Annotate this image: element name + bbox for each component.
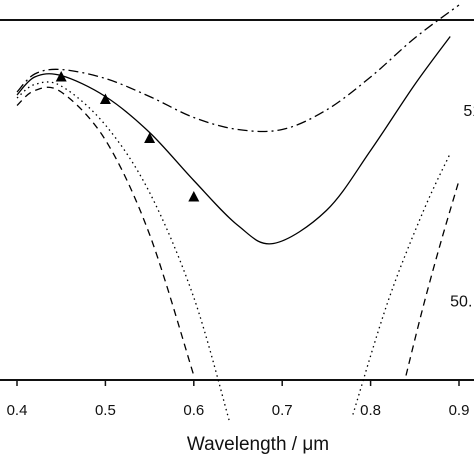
curve-labels-group: 535150. xyxy=(450,103,474,311)
x-tick-label: 0.5 xyxy=(95,402,116,419)
series-line-51-b xyxy=(352,153,451,415)
markers-group xyxy=(55,71,200,202)
x-tick-label: 0.8 xyxy=(360,402,381,419)
data-point-triangle xyxy=(99,93,111,104)
curve-label: 51 xyxy=(463,103,474,120)
x-axis-title: Wavelength / μm xyxy=(187,434,329,455)
curves-group xyxy=(16,4,460,421)
x-tick-label: 0.7 xyxy=(272,402,293,419)
data-point-triangle xyxy=(55,71,67,82)
x-ticks-group: 0.4 0.5 0.6 0.7 0.8 0.9 xyxy=(7,380,470,419)
data-point-triangle xyxy=(144,132,156,143)
curve-label: 50. xyxy=(450,294,472,311)
data-point-triangle xyxy=(188,191,200,202)
x-tick-label: 0.9 xyxy=(449,402,470,419)
series-line-50-a xyxy=(16,86,195,376)
series-line-51-a xyxy=(16,81,230,421)
series-line-solid xyxy=(16,36,451,245)
series-line-53 xyxy=(16,4,460,133)
x-tick-label: 0.4 xyxy=(7,402,28,419)
x-tick-label: 0.6 xyxy=(183,402,204,419)
series-line-50-b xyxy=(405,180,460,376)
